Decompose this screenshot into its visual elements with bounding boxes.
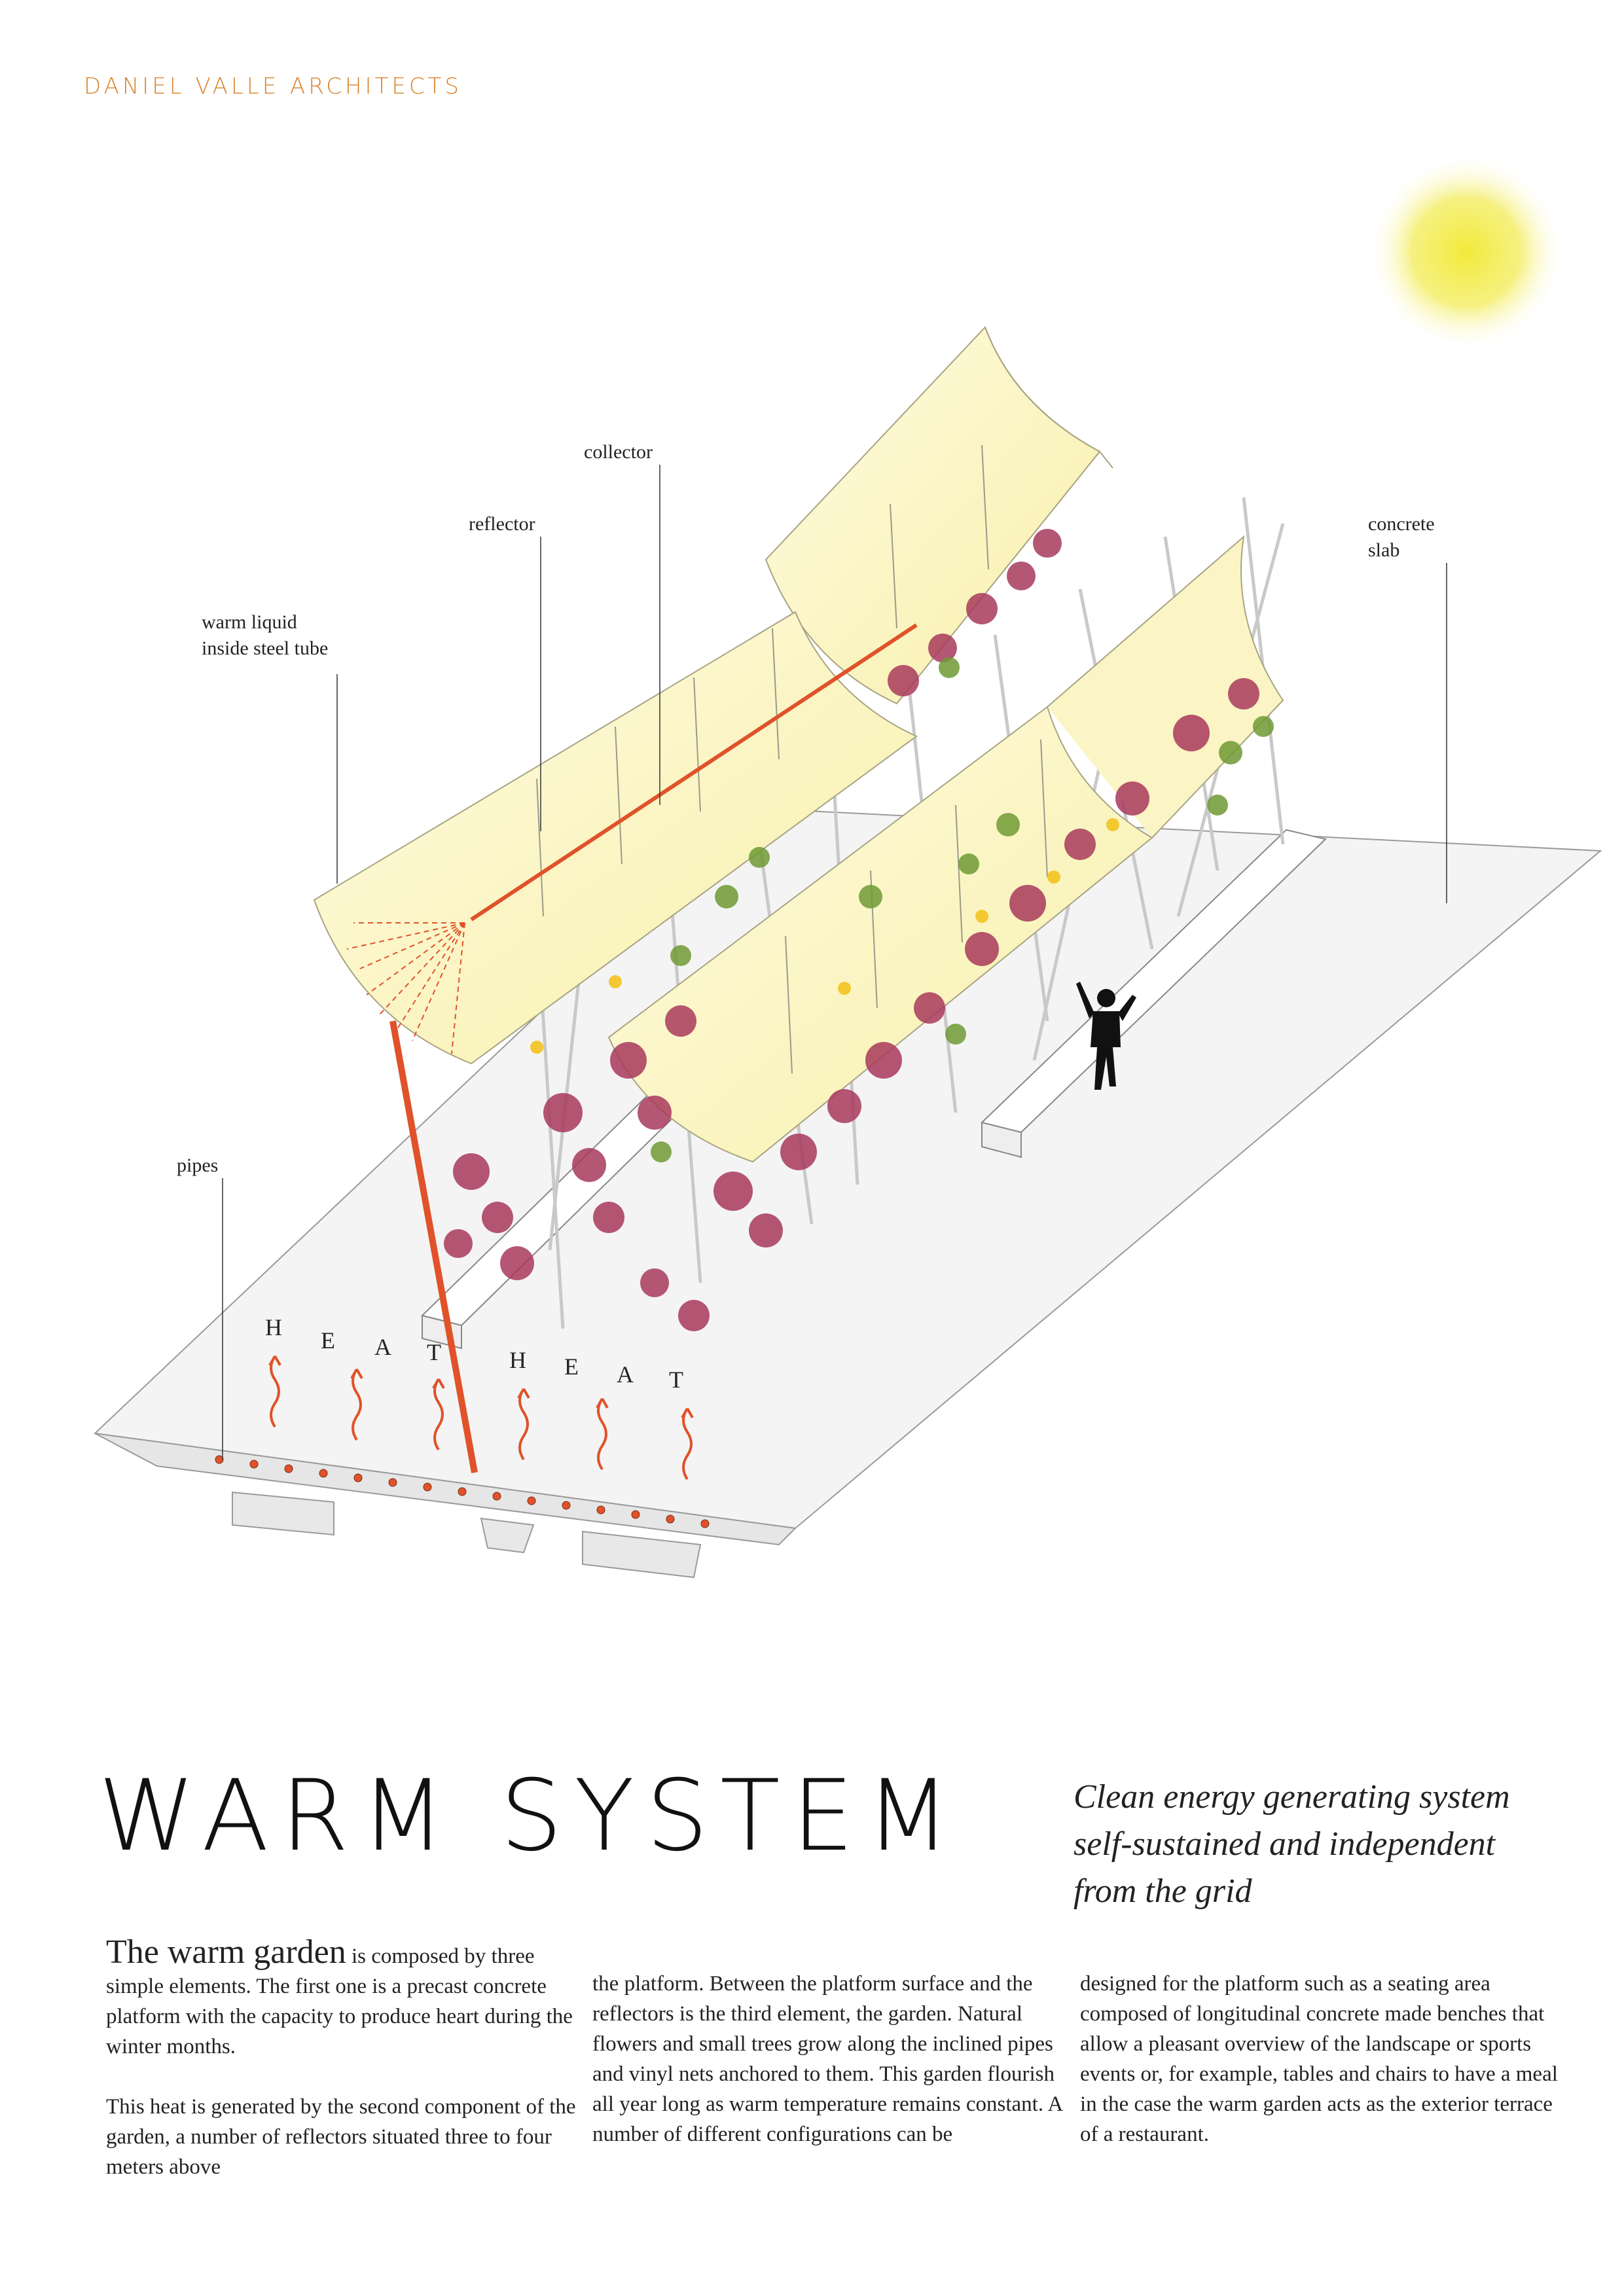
- down-pipe: [389, 1020, 478, 1473]
- label-pipes: pipes: [177, 1155, 218, 1176]
- brand-logo-text: DANIEL VALLE ARCHITECTS: [84, 73, 462, 99]
- heat-letter: E: [564, 1354, 579, 1380]
- support-block-right: [582, 1530, 702, 1579]
- tagline-line-2: self-sustained and independent: [1074, 1825, 1496, 1863]
- focus-rays: [346, 922, 465, 1054]
- lead-phrase: The warm garden: [106, 1933, 346, 1971]
- slab-front-edge: [94, 1433, 797, 1546]
- warm-system-axonometric-diagram: H E A T H E A T collector reflector warm…: [93, 154, 1602, 1579]
- heat-letter: T: [427, 1339, 441, 1365]
- sun-icon: [1368, 154, 1564, 350]
- text-column-3: designed for the platform such as a seat…: [1080, 1972, 1558, 2146]
- garden-plants: [444, 529, 1274, 1331]
- bench-right-front: [981, 1121, 1022, 1158]
- heat-letter: T: [669, 1367, 683, 1393]
- paragraph-1: The warm garden is composed by three sim…: [106, 1935, 584, 2062]
- label-reflector: reflector: [469, 513, 535, 535]
- tagline: Clean energy generating system self-sust…: [1074, 1774, 1571, 1915]
- label-concrete: concrete: [1368, 513, 1435, 535]
- label-collector: collector: [584, 441, 653, 463]
- heat-letters-group-1: H E A T: [265, 1314, 441, 1365]
- label-warm-liquid: warm liquid: [202, 611, 297, 633]
- text-column-2: the platform. Between the platform surfa…: [592, 1972, 1062, 2146]
- heat-letter: H: [265, 1314, 282, 1340]
- heat-letter: E: [321, 1327, 335, 1354]
- label-warm-liquid-2: inside steel tube: [202, 637, 328, 659]
- tagline-line-3: from the grid: [1074, 1873, 1252, 1910]
- heat-letters-group-2: H E A T: [509, 1347, 683, 1393]
- heat-letter: H: [509, 1347, 526, 1373]
- paragraph-2: This heat is generated by the second com…: [106, 2095, 576, 2179]
- page-title: WARM SYSTEM: [98, 1759, 962, 1873]
- label-concrete-2: slab: [1368, 539, 1399, 561]
- tagline-line-1: Clean energy generating system: [1074, 1778, 1510, 1816]
- text-column-1: The warm garden is composed by three sim…: [106, 1935, 584, 2182]
- slab-pipe-dots: [215, 1455, 710, 1528]
- paragraph-1-text: is composed by three simple elements. Th…: [106, 1945, 573, 2058]
- label-leaders: [222, 465, 1447, 1460]
- heat-arrows: [268, 1355, 694, 1480]
- heat-letter: A: [374, 1334, 391, 1360]
- support-block-mid: [480, 1517, 535, 1554]
- heat-letter: A: [617, 1361, 634, 1388]
- person-silhouette: [1076, 982, 1136, 1090]
- support-block-left: [232, 1491, 334, 1536]
- collector-tube: [470, 623, 918, 922]
- reflector-ribs: [536, 444, 1048, 1074]
